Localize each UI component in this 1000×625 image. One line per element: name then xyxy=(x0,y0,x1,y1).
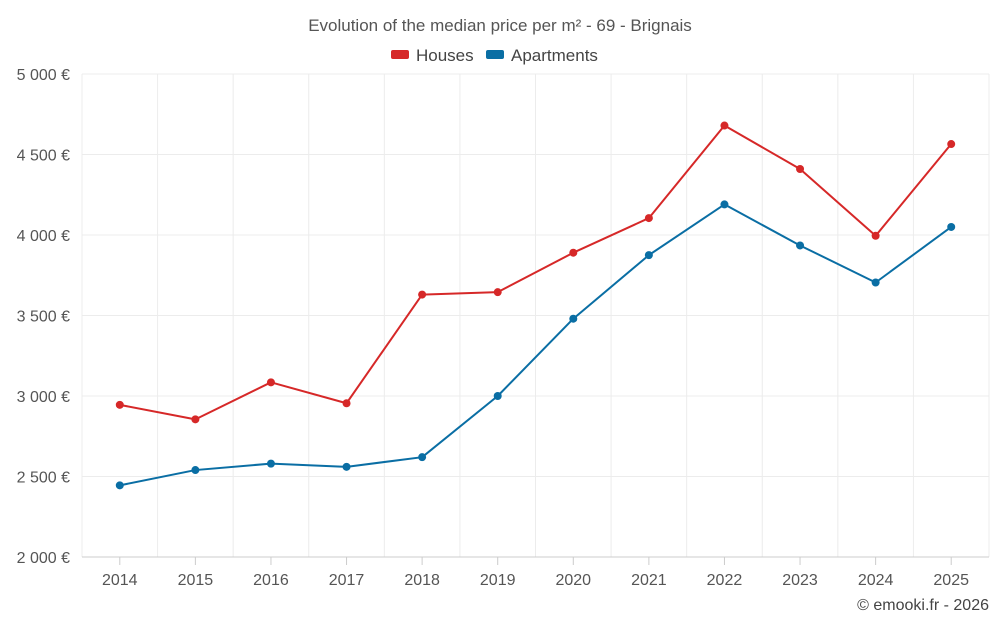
axes: 2 000 € 2 500 € 3 000 € 3 500 € 4 000 € 4 500… xyxy=(17,67,989,589)
y-tick-label: 5 000 € xyxy=(17,67,70,84)
x-tick-label: 2020 xyxy=(555,572,591,589)
x-tick-label: 2017 xyxy=(329,572,365,589)
data-point-houses[interactable] xyxy=(796,164,805,173)
credit-text: © emooki.fr - 2026 xyxy=(857,597,989,614)
data-point-apartments[interactable] xyxy=(720,200,729,209)
legend-label-houses: Houses xyxy=(416,46,474,65)
y-tick-label: 4 500 € xyxy=(17,148,70,165)
x-tick-label: 2019 xyxy=(480,572,516,589)
x-tick-label: 2016 xyxy=(253,572,289,589)
grid xyxy=(81,73,990,558)
legend-item-houses[interactable]: Houses xyxy=(391,46,474,65)
legend: Houses Apartments xyxy=(391,46,598,65)
series-apartments xyxy=(115,200,956,490)
data-point-houses[interactable] xyxy=(720,121,729,130)
data-point-apartments[interactable] xyxy=(947,222,956,231)
x-tick-label: 2023 xyxy=(782,572,818,589)
x-tick-label: 2014 xyxy=(102,572,138,589)
legend-item-apartments[interactable]: Apartments xyxy=(486,46,598,65)
data-point-apartments[interactable] xyxy=(342,462,351,471)
data-point-houses[interactable] xyxy=(191,415,200,424)
series-line-houses xyxy=(119,124,952,421)
x-tick-label: 2021 xyxy=(631,572,667,589)
x-tick-label: 2018 xyxy=(404,572,440,589)
data-point-houses[interactable] xyxy=(342,399,351,408)
legend-label-apartments: Apartments xyxy=(511,46,598,65)
x-tick-label: 2025 xyxy=(933,572,969,589)
data-point-houses[interactable] xyxy=(266,378,275,387)
data-point-apartments[interactable] xyxy=(796,241,805,250)
data-point-apartments[interactable] xyxy=(418,453,427,462)
data-point-houses[interactable] xyxy=(418,290,427,299)
x-tick-label: 2022 xyxy=(707,572,743,589)
x-tick-label: 2015 xyxy=(178,572,214,589)
data-point-apartments[interactable] xyxy=(871,278,880,287)
series xyxy=(115,121,956,490)
series-line-apartments xyxy=(119,203,952,487)
data-point-houses[interactable] xyxy=(569,248,578,257)
y-tick-label: 3 500 € xyxy=(17,309,70,326)
data-point-houses[interactable] xyxy=(493,288,502,297)
data-point-houses[interactable] xyxy=(871,231,880,240)
y-tick-label: 4 000 € xyxy=(17,228,70,245)
chart-title: Evolution of the median price per m² - 6… xyxy=(308,16,692,35)
data-point-houses[interactable] xyxy=(644,214,653,223)
legend-swatch-apartments xyxy=(486,50,504,59)
data-point-houses[interactable] xyxy=(115,400,124,409)
data-point-apartments[interactable] xyxy=(115,481,124,490)
y-tick-label: 3 000 € xyxy=(17,389,70,406)
data-point-apartments[interactable] xyxy=(266,459,275,468)
data-point-apartments[interactable] xyxy=(644,251,653,260)
series-houses xyxy=(115,121,956,424)
y-tick-label: 2 000 € xyxy=(17,550,70,567)
x-tick-label: 2024 xyxy=(858,572,894,589)
data-point-apartments[interactable] xyxy=(493,392,502,400)
y-tick-label: 2 500 € xyxy=(17,470,70,487)
data-point-apartments[interactable] xyxy=(569,314,578,323)
data-point-apartments[interactable] xyxy=(191,466,200,475)
data-point-houses[interactable] xyxy=(947,140,956,149)
legend-swatch-houses xyxy=(391,50,409,59)
